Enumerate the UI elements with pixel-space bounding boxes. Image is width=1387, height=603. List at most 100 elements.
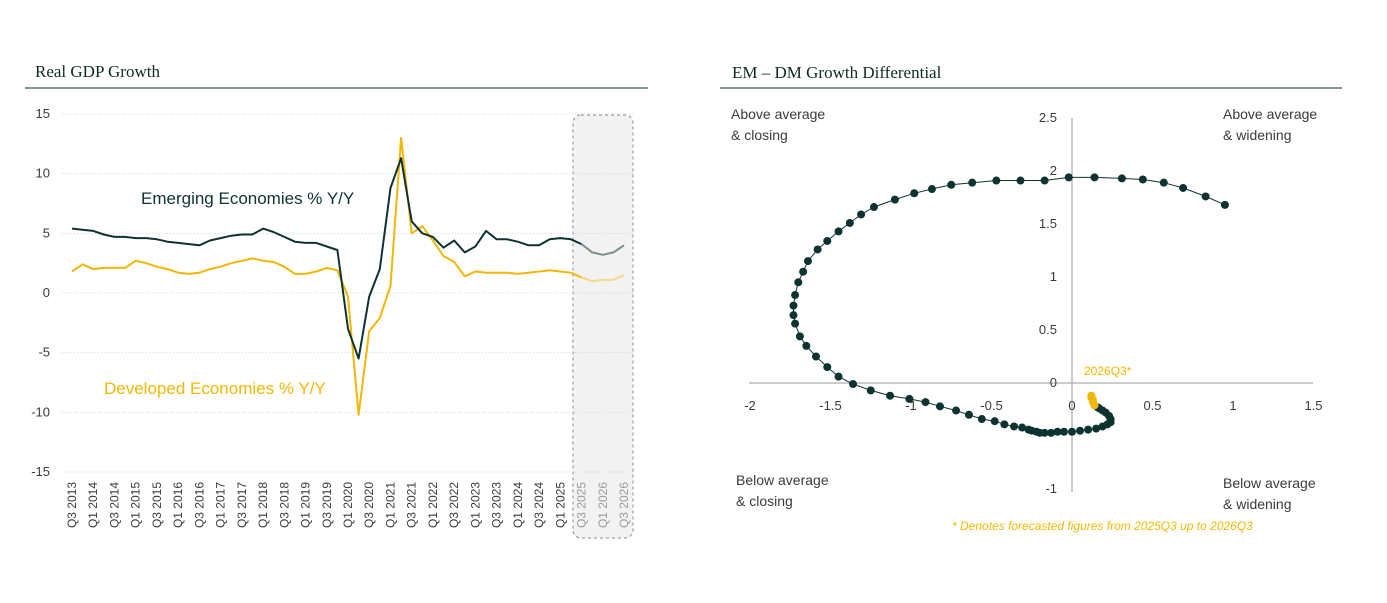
- trajectory-point: [1064, 173, 1073, 182]
- right-y-tick-label: 0: [1050, 375, 1057, 390]
- left-x-tick-label: Q3 2019: [320, 482, 334, 528]
- left-x-tick-label: Q3 2015: [150, 482, 164, 528]
- real-gdp-growth-chart: Real GDP Growth 15 10 5 0 -5 -10 -15 Q3 2013 Q1…: [25, 62, 648, 539]
- left-x-tick-label: Q1 2016: [171, 482, 185, 528]
- trajectory-point: [990, 417, 999, 426]
- left-x-tick-label: Q1 2023: [468, 482, 482, 528]
- trajectory-point: [952, 406, 961, 415]
- left-x-tick-label: Q3 2014: [107, 482, 121, 528]
- trajectory-point: [935, 402, 944, 411]
- right-x-tick-label: -2: [744, 398, 756, 413]
- trajectory-point: [789, 301, 798, 310]
- trajectory-point: [1092, 424, 1101, 433]
- left-x-tick-label: Q1 2025: [553, 482, 567, 528]
- trajectory-point: [927, 185, 936, 194]
- left-x-tick-label: Q3 2018: [277, 482, 291, 528]
- trajectory-point: [1090, 173, 1099, 182]
- right-y-tick-label: 2: [1050, 163, 1057, 178]
- trajectory-point: [1040, 176, 1049, 185]
- trajectory-point: [857, 210, 866, 219]
- right-x-tick-label: 0.5: [1143, 398, 1161, 413]
- left-x-tick-label: Q3 2021: [405, 482, 419, 528]
- left-x-tick-label: Q3 2022: [447, 482, 461, 528]
- trajectory-point: [834, 227, 843, 236]
- trajectory-point: [1053, 427, 1062, 436]
- trajectory-point: [1018, 423, 1027, 432]
- trajectory-point: [1040, 428, 1049, 437]
- left-x-tick-label: Q3 2025: [575, 482, 589, 528]
- quadrant-top-left-line1: Above average: [731, 106, 825, 122]
- left-y-tick-label: -10: [31, 404, 50, 419]
- trajectory-point: [1000, 420, 1009, 429]
- left-chart-title: Real GDP Growth: [35, 62, 160, 81]
- quadrant-bottom-right-line2: & widening: [1223, 496, 1292, 512]
- left-x-tick-label: Q3 2023: [490, 482, 504, 528]
- trajectory-point: [866, 386, 875, 395]
- forecast-footnote: * Denotes forecasted figures from 2025Q3…: [952, 519, 1253, 533]
- right-y-tick-label: 2.5: [1039, 110, 1057, 125]
- trajectory-point: [1159, 178, 1168, 187]
- left-x-tick-label: Q1 2019: [299, 482, 313, 528]
- left-gridlines: [62, 113, 634, 473]
- forecast-point: [1087, 391, 1096, 400]
- trajectory-point: [921, 398, 930, 407]
- trajectory-point: [977, 415, 986, 424]
- left-x-axis: Q3 2013 Q1 2014 Q3 2014 Q1 2015 Q3 2015 Q1 20…: [65, 482, 631, 528]
- right-axes: [749, 118, 1313, 492]
- growth-differential-chart: EM – DM Growth Differential -2 -1.5 -1 -0.5…: [720, 63, 1342, 533]
- trajectory-point: [834, 372, 843, 381]
- right-x-tick-label: 0: [1068, 398, 1075, 413]
- trajectory-point: [890, 195, 899, 204]
- trajectory-point: [992, 176, 1001, 185]
- trajectory-point: [803, 257, 812, 266]
- left-y-tick-label: 15: [36, 106, 50, 121]
- right-x-tick-label: -1.5: [819, 398, 841, 413]
- trajectory-point: [1016, 176, 1025, 185]
- left-x-tick-label: Q1 2018: [256, 482, 270, 528]
- quadrant-top-right-line2: & widening: [1223, 127, 1292, 143]
- left-x-tick-label: Q1 2024: [511, 482, 525, 528]
- left-x-tick-label: Q1 2021: [383, 482, 397, 528]
- quadrant-top-right-line1: Above average: [1223, 106, 1317, 122]
- left-series-lines: [71, 136, 625, 416]
- trajectory-point: [791, 319, 800, 328]
- trajectory-point: [1117, 174, 1126, 183]
- left-y-tick-label: 0: [43, 285, 50, 300]
- left-x-tick-label: Q1 2026: [596, 482, 610, 528]
- trajectory-point: [1047, 428, 1056, 437]
- trajectory-point: [869, 203, 878, 212]
- trajectory-point: [1201, 192, 1210, 201]
- em-series-forecast-line: [580, 243, 625, 256]
- left-x-tick-label: Q1 2022: [426, 482, 440, 528]
- trajectory-point: [964, 410, 973, 419]
- trajectory-point: [845, 218, 854, 227]
- quadrant-bottom-left-line1: Below average: [736, 472, 829, 488]
- left-y-tick-label: 5: [43, 225, 50, 240]
- trajectory-point: [1179, 183, 1188, 192]
- trajectory-point: [910, 189, 919, 198]
- trajectory-point: [849, 380, 858, 389]
- trajectory-point: [791, 291, 800, 300]
- em-series-line: [71, 157, 582, 360]
- trajectory-point: [823, 363, 832, 372]
- trajectory-point: [794, 278, 803, 287]
- dm-series-line: [71, 136, 582, 416]
- quadrant-bottom-left-line2: & closing: [736, 493, 793, 509]
- right-x-tick-label: 1: [1229, 398, 1236, 413]
- dm-series-forecast-line: [581, 274, 625, 283]
- left-x-tick-label: Q3 2016: [192, 482, 206, 528]
- right-y-tick-label: 1: [1050, 269, 1057, 284]
- left-y-axis: 15 10 5 0 -5 -10 -15: [31, 106, 50, 479]
- forecast-point-label: 2026Q3*: [1084, 364, 1132, 378]
- trajectory-point: [947, 180, 956, 189]
- right-x-tick-label: -1: [905, 398, 917, 413]
- trajectory-point: [795, 332, 804, 341]
- trajectory-point: [1138, 175, 1147, 184]
- right-chart-title: EM – DM Growth Differential: [732, 63, 942, 82]
- left-x-tick-label: Q3 2026: [617, 482, 631, 528]
- right-x-tick-label: -0.5: [980, 398, 1002, 413]
- left-y-tick-label: 10: [36, 166, 50, 181]
- trajectory-point: [1068, 427, 1076, 436]
